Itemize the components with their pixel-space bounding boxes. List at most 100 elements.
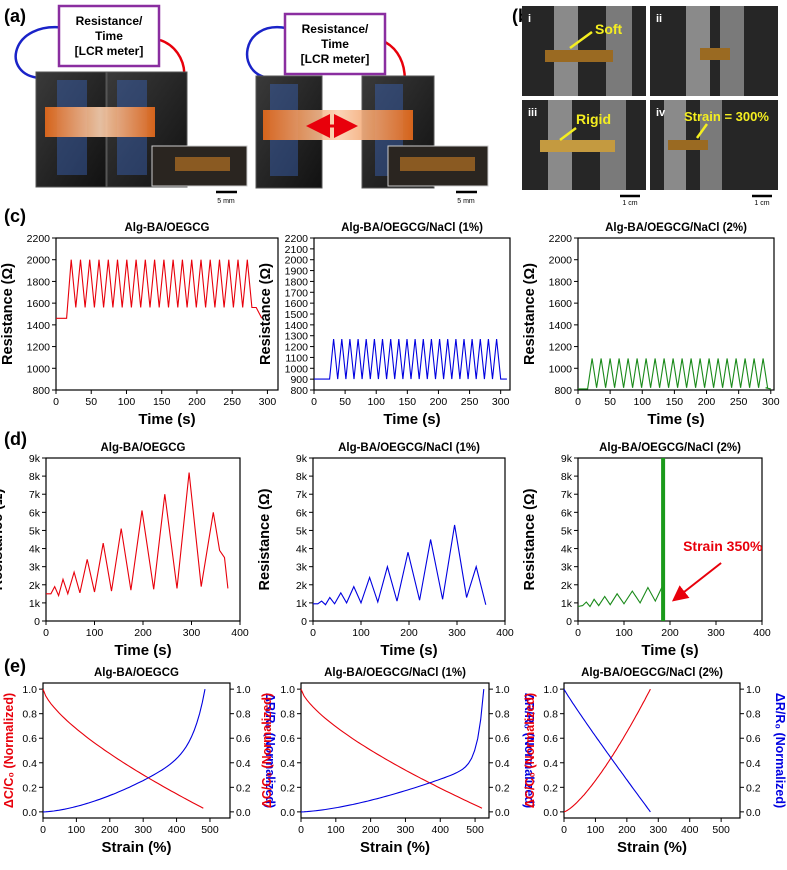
x-tick-label: 200 bbox=[430, 396, 448, 408]
y-tick-label: 2k bbox=[29, 580, 41, 592]
series-line-red bbox=[46, 472, 229, 598]
y-tick-label: 800 bbox=[290, 385, 308, 397]
pointer-arrow-strain bbox=[695, 123, 709, 139]
y-axis-label: Resistance (Ω) bbox=[522, 488, 538, 590]
x-tick-label: 100 bbox=[118, 396, 136, 408]
y-tick-label: 0.6 bbox=[22, 733, 37, 745]
x-tick-label: 200 bbox=[400, 627, 418, 639]
y-tick-label: 6k bbox=[296, 507, 308, 519]
y-tick-label: 1800 bbox=[27, 276, 51, 288]
chart-c1-resistance-time: Alg-BA/OEGCG 0 50 100 150 200 250 300 800 1000 120… bbox=[0, 222, 279, 428]
y-tick-label: 4k bbox=[296, 544, 308, 556]
y2-tick-label: 0.0 bbox=[495, 807, 510, 819]
y-axis-label: Resistance (Ω) bbox=[257, 488, 273, 590]
lcr-box-line1: Resistance/ bbox=[302, 22, 369, 36]
x-tick-label: 200 bbox=[698, 396, 716, 408]
y-tick-label: 5k bbox=[29, 525, 41, 537]
y-tick-label: 0 bbox=[566, 616, 572, 628]
chart-e3-normalized-strain: Alg-BA/OEGCG/NaCl (2%) 0 100 200 300 400 500 0.… bbox=[523, 667, 787, 856]
y-tick-label: 1400 bbox=[27, 320, 51, 332]
y2-axis-label: ΔR/R₀ (Normalized) bbox=[263, 693, 277, 808]
y2-tick-label: 0.8 bbox=[495, 709, 510, 721]
x-tick-label: 0 bbox=[310, 627, 316, 639]
y-tick-label: 5k bbox=[296, 525, 308, 537]
y-tick-label: 1k bbox=[561, 598, 573, 610]
photo-iii-gel bbox=[540, 140, 615, 152]
photo-i: i Soft bbox=[522, 6, 646, 96]
y-tick-label: 0 bbox=[301, 616, 307, 628]
y-tick-label: 1100 bbox=[285, 352, 308, 364]
y2-tick-label: 0.4 bbox=[495, 758, 510, 770]
photo-ii-gel bbox=[700, 48, 730, 60]
y-tick-label: 1300 bbox=[285, 331, 309, 343]
series-line-green bbox=[578, 358, 771, 390]
y-tick-label: 6k bbox=[29, 507, 41, 519]
y-tick-label: 1400 bbox=[549, 320, 573, 332]
y-tick-label: 1500 bbox=[285, 309, 309, 321]
x-tick-label: 400 bbox=[496, 627, 514, 639]
lcr-box-line3: [LCR meter] bbox=[75, 44, 144, 58]
scale-label-b2: 1 cm bbox=[754, 200, 769, 207]
y2-axis-label: ΔR/R₀ (Normalized) bbox=[522, 693, 536, 808]
plot-frame bbox=[577, 237, 775, 391]
x-axis-label: Time (s) bbox=[380, 642, 437, 659]
y2-tick-label: 0.0 bbox=[236, 807, 251, 819]
y2-tick-label: 1.0 bbox=[495, 684, 510, 696]
y-tick-label: 7k bbox=[296, 489, 308, 501]
y-axis-label: Resistance (Ω) bbox=[258, 263, 274, 365]
y2-tick-label: 0.8 bbox=[236, 709, 251, 721]
chart-title: Alg-BA/OEGCG bbox=[125, 222, 210, 234]
plot-frame bbox=[313, 237, 511, 391]
annotation-arrow bbox=[671, 562, 722, 602]
chart-e2-normalized-strain: Alg-BA/OEGCG/NaCl (1%) 0 100 200 300 400 500 0.… bbox=[260, 667, 536, 856]
y2-tick-label: 0.2 bbox=[746, 782, 761, 794]
x-tick-label: 300 bbox=[448, 627, 466, 639]
y-axis-label: Resistance (Ω) bbox=[522, 263, 538, 365]
x-tick-label: 50 bbox=[339, 396, 351, 408]
chart-title: Alg-BA/OEGCG/NaCl (2%) bbox=[599, 442, 741, 454]
x-tick-label: 150 bbox=[399, 396, 417, 408]
photo-iii: iii Rigid bbox=[522, 100, 646, 190]
x-tick-label: 400 bbox=[753, 627, 771, 639]
chart-title: Alg-BA/OEGCG bbox=[101, 442, 186, 454]
y2-tick-label: 0.2 bbox=[495, 782, 510, 794]
photo-iv-label: iv bbox=[656, 107, 666, 119]
series-line-blue bbox=[42, 688, 206, 813]
photo-grid: i Soft ii iii Rigid iv Strain = 300% bbox=[522, 6, 778, 207]
x-tick-label: 250 bbox=[223, 396, 241, 408]
x-tick-label: 0 bbox=[311, 396, 317, 408]
plot-frame bbox=[300, 682, 490, 819]
scale-label-a2: 5 mm bbox=[457, 198, 475, 205]
setup-illustration-right: Resistance/ Time [LCR meter] 5 mm bbox=[245, 12, 489, 205]
x-tick-label: 0 bbox=[53, 396, 59, 408]
y-tick-label: 2200 bbox=[27, 233, 51, 245]
lcr-meter-box bbox=[283, 12, 387, 76]
chart-title: Alg-BA/OEGCG/NaCl (2%) bbox=[581, 667, 723, 679]
x-tick-label: 500 bbox=[201, 824, 219, 836]
series-line-blue bbox=[300, 689, 485, 813]
chart-title: Alg-BA/OEGCG bbox=[94, 667, 179, 679]
photo-ii-label: ii bbox=[656, 13, 662, 25]
series-line-red bbox=[300, 688, 483, 809]
y-tick-label: 2200 bbox=[549, 233, 573, 245]
y2-tick-label: 1.0 bbox=[746, 684, 761, 696]
y-tick-label: 8k bbox=[561, 471, 573, 483]
plot-frame bbox=[45, 457, 241, 622]
y-tick-label: 0.4 bbox=[280, 758, 295, 770]
series-line-blue bbox=[563, 688, 651, 813]
y2-tick-label: 1.0 bbox=[236, 684, 251, 696]
plot-frame bbox=[563, 682, 741, 819]
x-tick-label: 0 bbox=[43, 627, 49, 639]
y-tick-label: 0.6 bbox=[280, 733, 295, 745]
photo-i-label: i bbox=[528, 13, 531, 25]
panel-label-d: (d) bbox=[4, 429, 27, 449]
series-line-red bbox=[563, 688, 651, 813]
wire-blue bbox=[14, 25, 67, 80]
x-tick-label: 400 bbox=[231, 627, 249, 639]
x-tick-label: 0 bbox=[575, 627, 581, 639]
lcr-meter-box bbox=[57, 4, 161, 68]
wire-blue bbox=[245, 25, 287, 80]
y-tick-label: 6k bbox=[561, 507, 573, 519]
x-axis-label: Time (s) bbox=[114, 642, 171, 659]
